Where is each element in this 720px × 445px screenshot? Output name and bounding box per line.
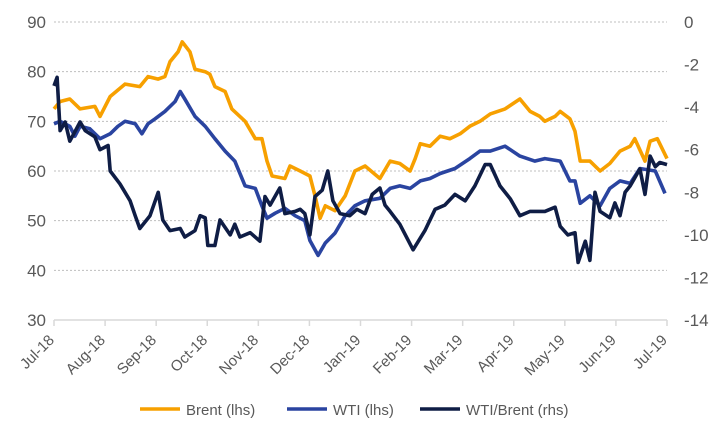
- left-tick-label: 30: [27, 311, 46, 330]
- x-tick-label: Jul-18: [17, 332, 58, 373]
- x-tick-label: Dec-18: [267, 332, 313, 378]
- x-axis: Jul-18 Aug-18 Sep-18 Oct-18 Nov-18 Dec-18 Jan-…: [17, 319, 671, 379]
- x-tick-label: Feb-19: [370, 332, 416, 378]
- right-tick-label: -8: [684, 183, 699, 202]
- right-tick-label: -10: [684, 226, 709, 245]
- left-tick-label: 90: [27, 13, 46, 32]
- right-tick-label: -4: [684, 98, 699, 117]
- legend: Brent (lhs) WTI (lhs) WTI/Brent (rhs): [140, 402, 569, 419]
- right-tick-label: 0: [684, 13, 693, 32]
- x-tick-label: May-19: [521, 332, 568, 379]
- x-tick-label: Aug-18: [63, 332, 109, 378]
- x-tick-label: Mar-19: [421, 332, 467, 378]
- series-line-brent: [52, 40, 669, 220]
- series-line-wti-brent: [52, 75, 668, 265]
- left-tick-label: 70: [27, 112, 46, 131]
- x-tick-label: Oct-18: [167, 332, 211, 376]
- left-y-axis: 30 40 50 60 70 80 90: [27, 13, 46, 330]
- left-tick-label: 80: [27, 63, 46, 82]
- right-tick-label: -12: [684, 268, 709, 287]
- x-tick-label: Jun-19: [575, 332, 619, 376]
- left-tick-label: 50: [27, 212, 46, 231]
- right-tick-label: -2: [684, 56, 699, 75]
- right-y-axis: -14 -12 -10 -8 -6 -4 -2 0: [684, 13, 709, 330]
- legend-label: Brent (lhs): [186, 402, 255, 419]
- left-tick-label: 60: [27, 162, 46, 181]
- left-tick-label: 40: [27, 261, 46, 280]
- series-lines: [52, 40, 669, 265]
- x-tick-label: Jul-19: [630, 332, 671, 373]
- x-tick-label: Sep-18: [114, 332, 160, 378]
- x-tick-label: Apr-19: [474, 332, 518, 376]
- legend-label: WTI/Brent (rhs): [466, 402, 569, 419]
- x-tick-label: Nov-18: [216, 332, 262, 378]
- x-tick-label: Jan-19: [320, 332, 364, 376]
- series-line-wti: [53, 89, 667, 258]
- legend-label: WTI (lhs): [333, 402, 394, 419]
- right-tick-label: -6: [684, 141, 699, 160]
- right-tick-label: -14: [684, 311, 709, 330]
